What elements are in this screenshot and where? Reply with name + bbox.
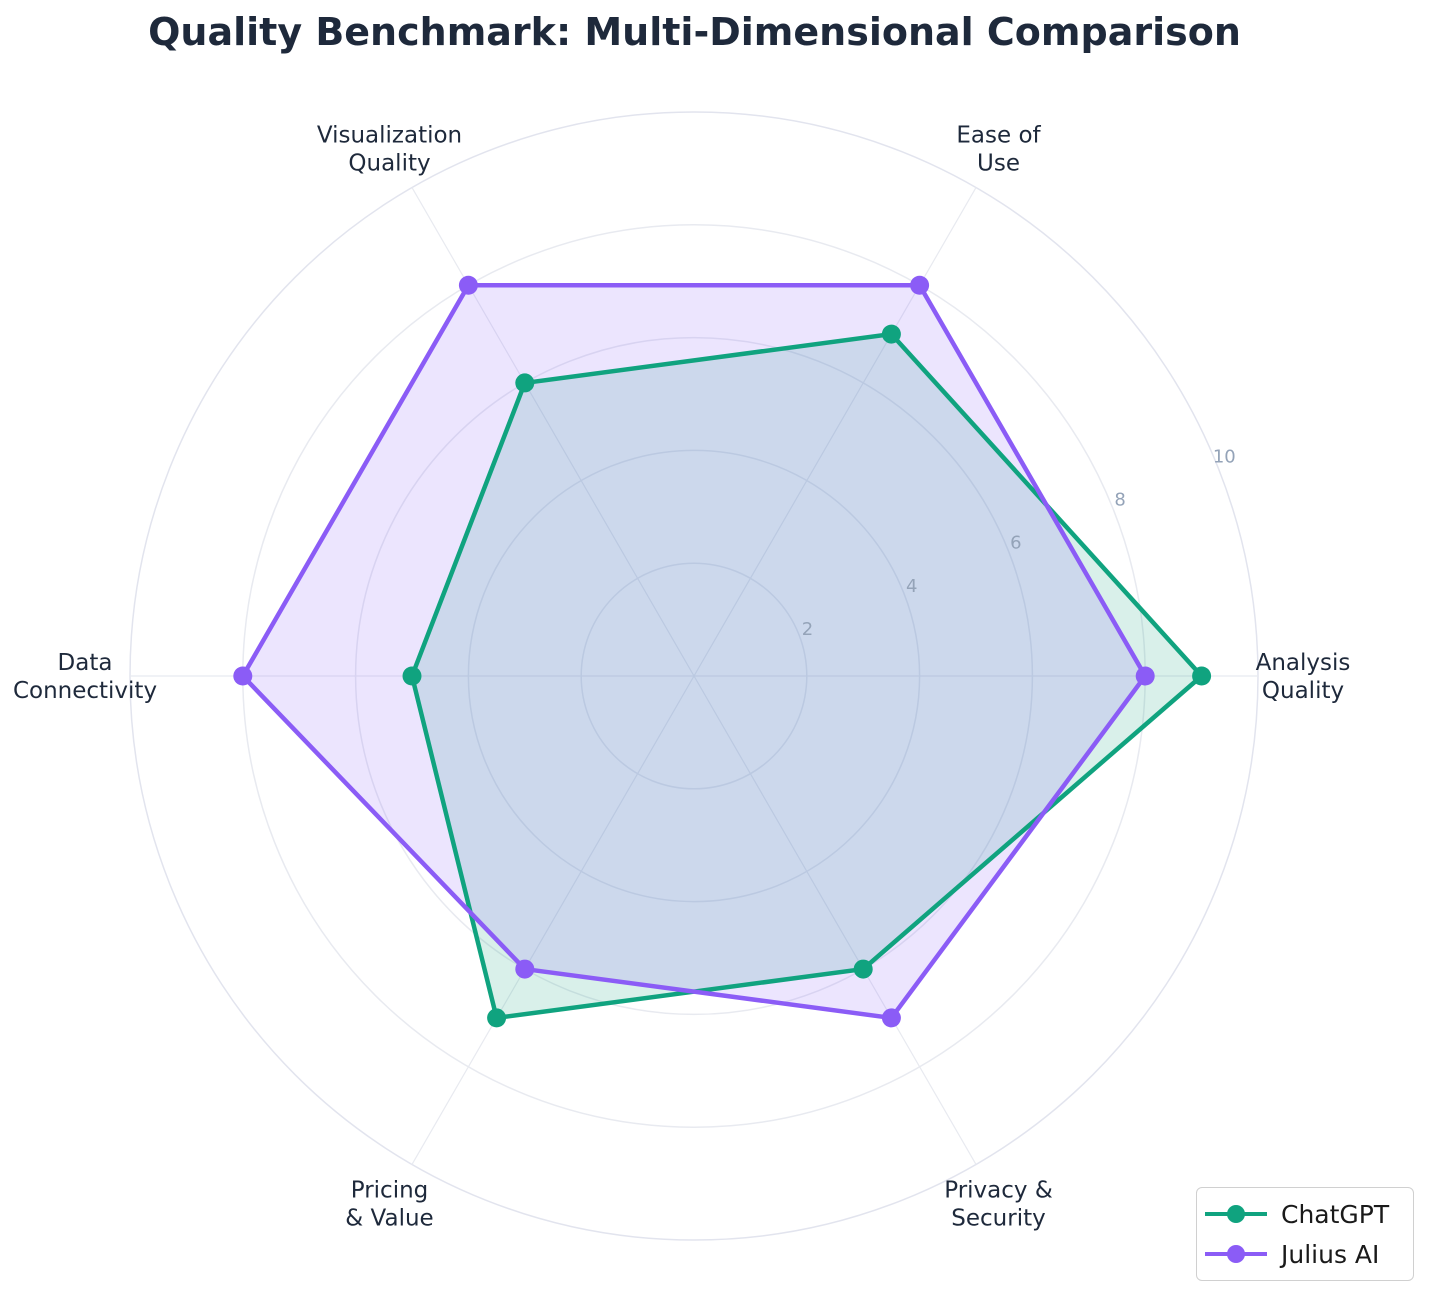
data-point-1-1 bbox=[910, 275, 930, 295]
axis-label-line: Ease of bbox=[956, 123, 1041, 149]
data-point-0-2 bbox=[515, 373, 535, 393]
data-point-1-0 bbox=[1135, 666, 1155, 686]
series-fill-1 bbox=[242, 285, 1146, 1018]
axis-label-line: Use bbox=[977, 151, 1020, 177]
axis-label-line: Analysis bbox=[1256, 650, 1351, 676]
series-fill-0 bbox=[412, 334, 1202, 1018]
grid-spoke-4 bbox=[411, 675, 695, 1165]
axis-label-line: Security bbox=[951, 1205, 1045, 1231]
radar-series bbox=[233, 275, 1212, 1028]
grid-spoke-5 bbox=[693, 675, 977, 1165]
data-point-0-5 bbox=[853, 959, 873, 979]
axis-label-5: Privacy & Security bbox=[944, 1177, 1053, 1231]
legend: ChatGPT Julius AI bbox=[1196, 1187, 1414, 1281]
legend-item-chatgpt: ChatGPT bbox=[1205, 1196, 1389, 1232]
legend-swatch-julius-ai bbox=[1205, 1244, 1267, 1264]
legend-item-julius-ai: Julius AI bbox=[1205, 1236, 1379, 1272]
tick-label-10: 10 bbox=[1213, 446, 1236, 467]
legend-swatch-chatgpt bbox=[1205, 1204, 1267, 1224]
axis-label-line: Quality bbox=[348, 151, 430, 177]
axis-label-line: Privacy & bbox=[944, 1177, 1053, 1203]
axis-label-line: & Value bbox=[345, 1205, 433, 1231]
axis-label-0: Analysis Quality bbox=[1256, 650, 1351, 704]
data-point-0-4 bbox=[487, 1008, 507, 1028]
legend-label-chatgpt: ChatGPT bbox=[1281, 1199, 1390, 1229]
data-point-1-5 bbox=[881, 1008, 901, 1028]
data-point-1-3 bbox=[233, 666, 253, 686]
axis-label-line: Visualization bbox=[317, 123, 462, 149]
axis-label-line: Quality bbox=[1262, 678, 1344, 704]
tick-label-2: 2 bbox=[802, 619, 813, 640]
data-point-0-3 bbox=[402, 666, 422, 686]
legend-label-julius-ai: Julius AI bbox=[1281, 1239, 1380, 1269]
tick-label-8: 8 bbox=[1114, 490, 1125, 511]
axis-label-1: Ease of Use bbox=[956, 123, 1041, 177]
data-point-1-4 bbox=[515, 959, 535, 979]
data-point-0-0 bbox=[1192, 666, 1212, 686]
axis-label-line: Pricing bbox=[351, 1177, 429, 1203]
axis-label-4: Pricing & Value bbox=[345, 1177, 433, 1231]
grid-spoke-1 bbox=[693, 187, 977, 677]
data-point-0-1 bbox=[881, 324, 901, 344]
tick-label-4: 4 bbox=[906, 576, 917, 597]
axis-label-2: Visualization Quality bbox=[317, 123, 462, 177]
axis-label-3: Data Connectivity bbox=[13, 650, 157, 704]
data-point-1-2 bbox=[458, 275, 478, 295]
grid-spoke-2 bbox=[411, 187, 695, 677]
chart-title: Quality Benchmark: Multi-Dimensional Com… bbox=[148, 10, 1241, 54]
axis-label-line: Data bbox=[58, 650, 113, 676]
axis-label-line: Connectivity bbox=[13, 678, 157, 704]
tick-label-6: 6 bbox=[1010, 533, 1021, 554]
radar-grid bbox=[129, 111, 1259, 1241]
